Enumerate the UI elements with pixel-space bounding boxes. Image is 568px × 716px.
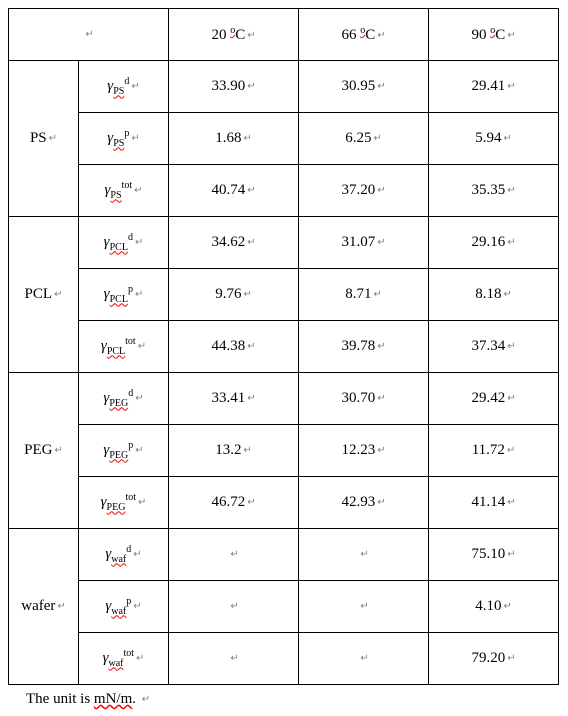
value-cell: 31.07↵ (299, 217, 429, 269)
value-cell: ↵ (299, 633, 429, 685)
value-cell: 44.38↵ (169, 321, 299, 373)
value-cell: 1.68↵ (169, 113, 299, 165)
gamma-label-cell: γPEGp↵ (79, 425, 169, 477)
value-cell: 41.14↵ (429, 477, 559, 529)
value-cell: 8.71↵ (299, 269, 429, 321)
value-cell: 30.70↵ (299, 373, 429, 425)
value-cell: 37.34↵ (429, 321, 559, 373)
table-row: γPSp↵1.68↵6.25↵5.94↵ (9, 113, 559, 165)
value-cell: 5.94↵ (429, 113, 559, 165)
value-cell: 75.10↵ (429, 529, 559, 581)
value-cell: 29.16↵ (429, 217, 559, 269)
paragraph-marker-icon: ↵ (142, 694, 150, 705)
value-cell: 46.72↵ (169, 477, 299, 529)
caption-suffix: . (132, 691, 140, 707)
table-row: γwafp↵↵↵4.10↵ (9, 581, 559, 633)
value-cell: 35.35↵ (429, 165, 559, 217)
value-cell: ↵ (169, 633, 299, 685)
group-name-cell: PEG↵ (9, 373, 79, 529)
gamma-label-cell: γPStot↵ (79, 165, 169, 217)
group-name-cell: PCL↵ (9, 217, 79, 373)
table-row: wafer↵γwafd↵↵↵75.10↵ (9, 529, 559, 581)
table-header-row: ↵20 oC↵66 oC↵90 oC↵ (9, 9, 559, 61)
value-cell: 37.20↵ (299, 165, 429, 217)
table-row: γPStot↵40.74↵37.20↵35.35↵ (9, 165, 559, 217)
gamma-label-cell: γPSd↵ (79, 61, 169, 113)
value-cell: 8.18↵ (429, 269, 559, 321)
table-row: γPEGp↵13.2↵12.23↵11.72↵ (9, 425, 559, 477)
value-cell: 13.2↵ (169, 425, 299, 477)
value-cell: 30.95↵ (299, 61, 429, 113)
gamma-label-cell: γPEGd↵ (79, 373, 169, 425)
value-cell: 39.78↵ (299, 321, 429, 373)
value-cell: 29.41↵ (429, 61, 559, 113)
gamma-label-cell: γPCLd↵ (79, 217, 169, 269)
table-row: γPCLtot↵44.38↵39.78↵37.34↵ (9, 321, 559, 373)
table-row: γPEGtot↵46.72↵42.93↵41.14↵ (9, 477, 559, 529)
table-row: PS↵γPSd↵33.90↵30.95↵29.41↵ (9, 61, 559, 113)
gamma-label-cell: γPCLp↵ (79, 269, 169, 321)
value-cell: ↵ (299, 581, 429, 633)
value-cell: 79.20↵ (429, 633, 559, 685)
value-cell: 6.25↵ (299, 113, 429, 165)
caption-unit: mN/m (94, 691, 132, 707)
value-cell: ↵ (169, 529, 299, 581)
value-cell: 11.72↵ (429, 425, 559, 477)
gamma-label-cell: γwafd↵ (79, 529, 169, 581)
value-cell: 40.74↵ (169, 165, 299, 217)
blank-header-cell: ↵ (9, 9, 169, 61)
value-cell: 33.90↵ (169, 61, 299, 113)
value-cell: 33.41↵ (169, 373, 299, 425)
gamma-label-cell: γwafp↵ (79, 581, 169, 633)
value-cell: 9.76↵ (169, 269, 299, 321)
value-cell: 4.10↵ (429, 581, 559, 633)
gamma-label-cell: γPCLtot↵ (79, 321, 169, 373)
gamma-label-cell: γPEGtot↵ (79, 477, 169, 529)
value-cell: 12.23↵ (299, 425, 429, 477)
table-row: PEG↵γPEGd↵33.41↵30.70↵29.42↵ (9, 373, 559, 425)
gamma-label-cell: γwaftot↵ (79, 633, 169, 685)
column-header-temp: 66 oC↵ (299, 9, 429, 61)
value-cell: ↵ (169, 581, 299, 633)
table-row: PCL↵γPCLd↵34.62↵31.07↵29.16↵ (9, 217, 559, 269)
surface-energy-table: ↵20 oC↵66 oC↵90 oC↵PS↵γPSd↵33.90↵30.95↵2… (8, 8, 559, 685)
caption-prefix: The unit is (26, 691, 94, 707)
table-caption: The unit is mN/m. ↵ (26, 691, 560, 708)
column-header-temp: 90 oC↵ (429, 9, 559, 61)
value-cell: ↵ (299, 529, 429, 581)
gamma-label-cell: γPSp↵ (79, 113, 169, 165)
table-row: γPCLp↵9.76↵8.71↵8.18↵ (9, 269, 559, 321)
value-cell: 34.62↵ (169, 217, 299, 269)
column-header-temp: 20 oC↵ (169, 9, 299, 61)
value-cell: 42.93↵ (299, 477, 429, 529)
table-row: γwaftot↵↵↵79.20↵ (9, 633, 559, 685)
group-name-cell: PS↵ (9, 61, 79, 217)
group-name-cell: wafer↵ (9, 529, 79, 685)
value-cell: 29.42↵ (429, 373, 559, 425)
